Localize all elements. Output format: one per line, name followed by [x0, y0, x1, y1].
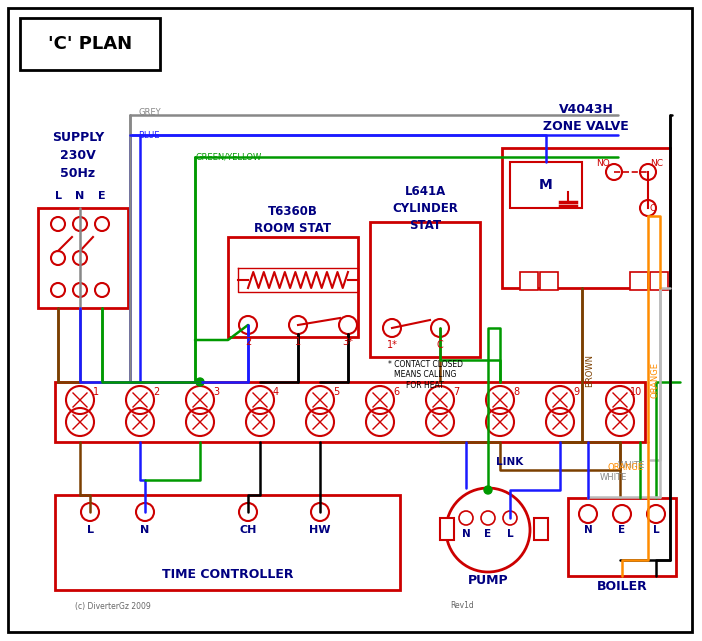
FancyBboxPatch shape — [520, 272, 538, 290]
Text: * CONTACT CLOSED
MEANS CALLING
FOR HEAT: * CONTACT CLOSED MEANS CALLING FOR HEAT — [388, 360, 463, 390]
FancyBboxPatch shape — [370, 222, 480, 357]
Text: GREEN/YELLOW: GREEN/YELLOW — [195, 153, 261, 162]
Text: TIME CONTROLLER: TIME CONTROLLER — [162, 567, 293, 581]
Text: GREY: GREY — [138, 108, 161, 117]
Text: N: N — [583, 525, 592, 535]
Text: ORANGE: ORANGE — [608, 463, 644, 472]
Text: V4043H
ZONE VALVE: V4043H ZONE VALVE — [543, 103, 629, 133]
Text: L641A
CYLINDER
STAT: L641A CYLINDER STAT — [392, 185, 458, 231]
Text: WHITE: WHITE — [618, 460, 645, 469]
FancyBboxPatch shape — [650, 272, 668, 290]
Text: 1: 1 — [93, 387, 99, 397]
Text: 7: 7 — [453, 387, 459, 397]
Text: E: E — [98, 191, 106, 201]
Text: N: N — [462, 529, 470, 539]
Text: T6360B
ROOM STAT: T6360B ROOM STAT — [254, 205, 331, 235]
Text: 3: 3 — [213, 387, 219, 397]
Circle shape — [196, 378, 204, 386]
Text: Rev1d: Rev1d — [450, 601, 474, 610]
Text: 1: 1 — [295, 337, 301, 347]
Text: 8: 8 — [513, 387, 519, 397]
Text: ORANGE: ORANGE — [650, 362, 659, 398]
Text: M: M — [539, 178, 553, 192]
Text: 1*: 1* — [387, 340, 397, 350]
Text: E: E — [484, 529, 491, 539]
Text: N: N — [140, 525, 150, 535]
Text: NC: NC — [650, 158, 663, 167]
Text: 'C' PLAN: 'C' PLAN — [48, 35, 132, 53]
FancyBboxPatch shape — [55, 382, 645, 442]
FancyBboxPatch shape — [510, 162, 582, 208]
FancyBboxPatch shape — [630, 272, 648, 290]
FancyBboxPatch shape — [8, 8, 692, 632]
Text: 4: 4 — [273, 387, 279, 397]
Text: (c) DiverterGz 2009: (c) DiverterGz 2009 — [75, 601, 151, 610]
Text: 10: 10 — [630, 387, 642, 397]
FancyBboxPatch shape — [20, 18, 160, 70]
Text: 5: 5 — [333, 387, 339, 397]
Text: HW: HW — [310, 525, 331, 535]
Text: PUMP: PUMP — [468, 574, 508, 587]
Text: L: L — [55, 191, 62, 201]
Text: L: L — [507, 529, 513, 539]
Text: C: C — [650, 203, 656, 213]
Text: 3*: 3* — [343, 337, 353, 347]
Text: L: L — [653, 525, 659, 535]
Text: 2: 2 — [153, 387, 159, 397]
Text: 6: 6 — [393, 387, 399, 397]
Text: N: N — [75, 191, 85, 201]
Text: 9: 9 — [573, 387, 579, 397]
Text: BLUE: BLUE — [138, 131, 159, 140]
Text: BOILER: BOILER — [597, 579, 647, 592]
FancyBboxPatch shape — [502, 148, 670, 288]
Text: LINK: LINK — [496, 457, 524, 467]
Text: C: C — [437, 340, 444, 350]
Text: WHITE: WHITE — [600, 473, 628, 482]
FancyBboxPatch shape — [540, 272, 558, 290]
Text: E: E — [618, 525, 625, 535]
FancyBboxPatch shape — [568, 498, 676, 576]
Text: NO: NO — [596, 158, 610, 167]
FancyBboxPatch shape — [534, 518, 548, 540]
Text: BROWN: BROWN — [585, 353, 594, 387]
Text: L: L — [86, 525, 93, 535]
FancyBboxPatch shape — [440, 518, 454, 540]
Text: 2: 2 — [245, 337, 251, 347]
Text: SUPPLY
230V
50Hz: SUPPLY 230V 50Hz — [52, 131, 104, 179]
FancyBboxPatch shape — [228, 237, 358, 337]
Circle shape — [484, 486, 492, 494]
Text: CH: CH — [239, 525, 257, 535]
FancyBboxPatch shape — [55, 495, 400, 590]
FancyBboxPatch shape — [38, 208, 128, 308]
